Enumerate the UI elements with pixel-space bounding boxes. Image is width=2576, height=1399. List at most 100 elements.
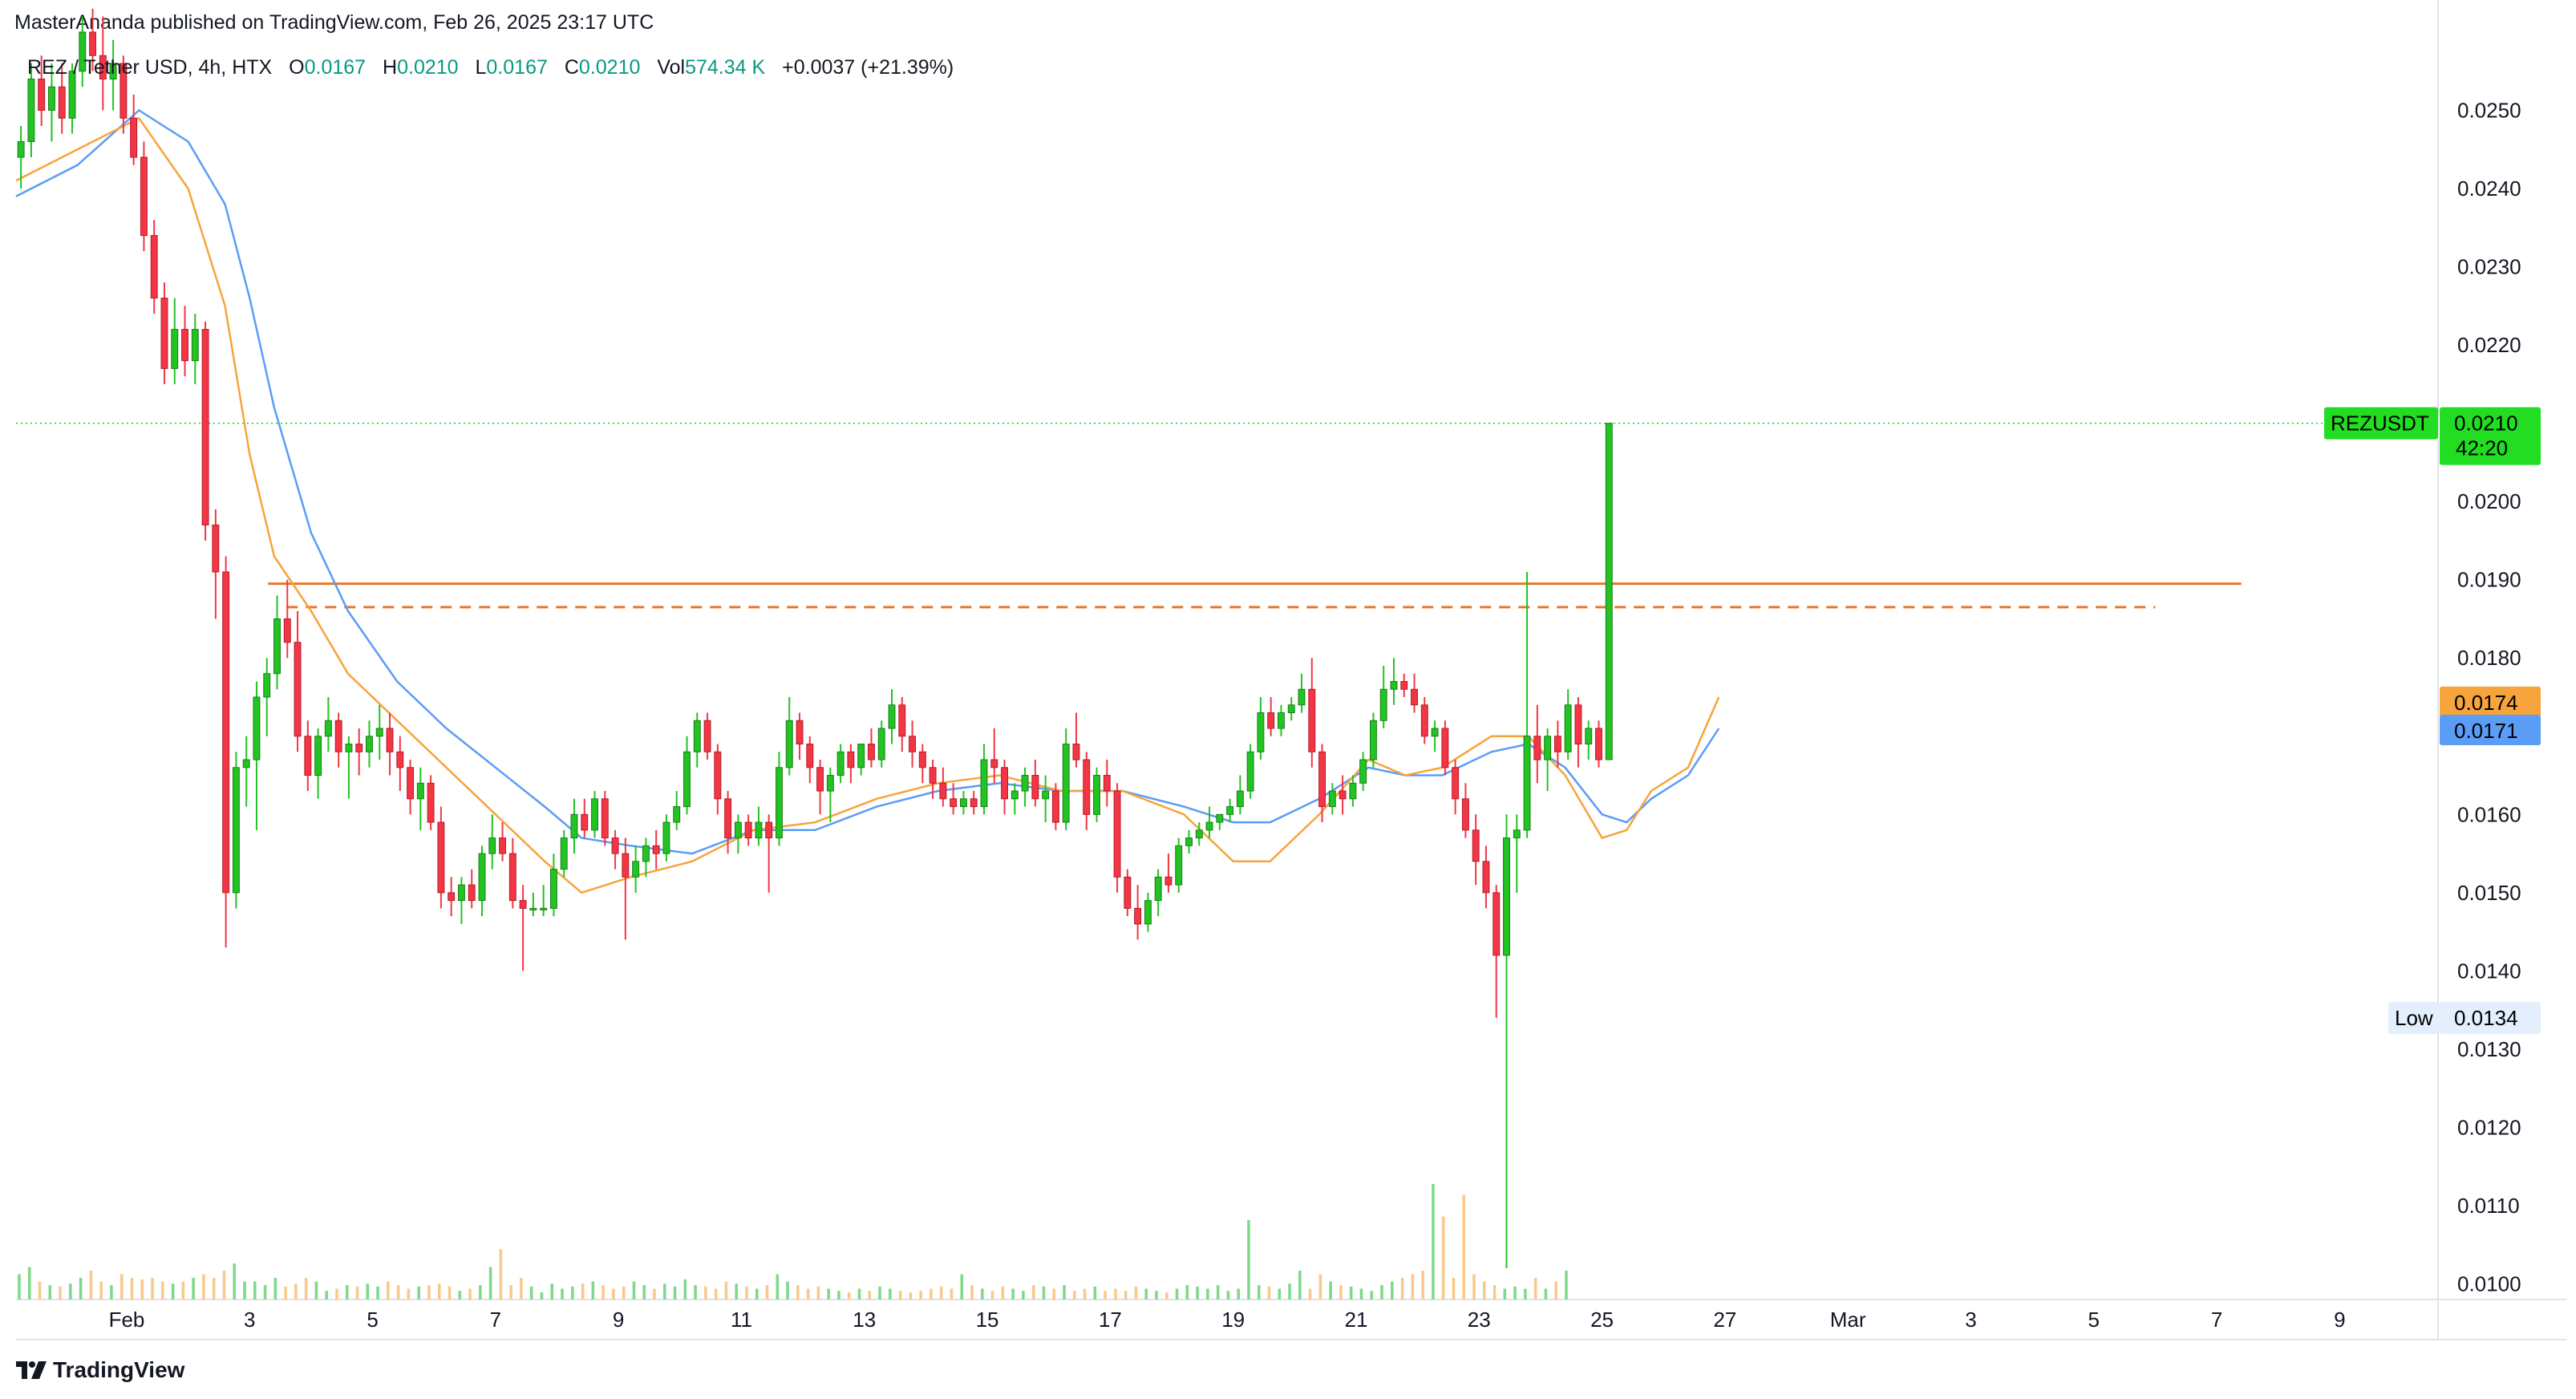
candle[interactable] bbox=[212, 509, 220, 619]
candle[interactable] bbox=[150, 220, 158, 314]
candle[interactable] bbox=[47, 63, 55, 142]
candle[interactable] bbox=[642, 837, 650, 878]
candle[interactable] bbox=[1144, 892, 1152, 932]
tradingview-brand[interactable]: TradingView bbox=[16, 1357, 184, 1383]
candle[interactable] bbox=[58, 63, 66, 134]
candle[interactable] bbox=[591, 791, 598, 838]
candle[interactable] bbox=[1001, 760, 1008, 815]
candle[interactable] bbox=[1595, 720, 1602, 768]
candle[interactable] bbox=[1093, 767, 1100, 823]
candle[interactable] bbox=[662, 814, 670, 862]
candle[interactable] bbox=[939, 767, 947, 807]
candle[interactable] bbox=[253, 681, 261, 830]
candle[interactable] bbox=[622, 837, 630, 940]
candle[interactable] bbox=[549, 854, 557, 917]
candle[interactable] bbox=[109, 39, 117, 111]
candle[interactable] bbox=[191, 314, 199, 384]
candle[interactable] bbox=[1431, 720, 1439, 752]
candle[interactable] bbox=[1205, 806, 1213, 838]
candle[interactable] bbox=[457, 877, 465, 924]
candle[interactable] bbox=[1287, 697, 1295, 721]
candle[interactable] bbox=[1461, 783, 1469, 838]
candle[interactable] bbox=[314, 728, 322, 799]
candle[interactable] bbox=[242, 736, 250, 807]
candle[interactable] bbox=[1482, 845, 1490, 909]
candle[interactable] bbox=[1072, 712, 1080, 768]
candle[interactable] bbox=[1452, 760, 1460, 815]
candle[interactable] bbox=[519, 885, 527, 971]
candle[interactable] bbox=[1605, 423, 1613, 760]
candle[interactable] bbox=[1103, 760, 1111, 807]
candle[interactable] bbox=[1195, 822, 1203, 846]
candle[interactable] bbox=[1493, 885, 1501, 1018]
candle[interactable] bbox=[909, 720, 917, 768]
candle[interactable] bbox=[386, 712, 394, 776]
candle[interactable] bbox=[38, 55, 46, 127]
candle[interactable] bbox=[877, 720, 885, 768]
candle[interactable] bbox=[1533, 704, 1541, 784]
candle[interactable] bbox=[1185, 829, 1193, 854]
candle[interactable] bbox=[283, 579, 291, 659]
candle[interactable] bbox=[1420, 697, 1428, 744]
candle[interactable] bbox=[1379, 666, 1387, 729]
candle[interactable] bbox=[529, 892, 537, 917]
candle[interactable] bbox=[601, 791, 609, 846]
candle[interactable] bbox=[17, 126, 25, 189]
candle[interactable] bbox=[416, 767, 424, 830]
candle[interactable] bbox=[1175, 837, 1183, 893]
candle[interactable] bbox=[1226, 798, 1234, 823]
candle[interactable] bbox=[847, 744, 855, 784]
candle[interactable] bbox=[140, 141, 148, 252]
candle[interactable] bbox=[1051, 783, 1059, 830]
candle[interactable] bbox=[867, 728, 875, 768]
candle[interactable] bbox=[1441, 720, 1449, 776]
candle[interactable] bbox=[1553, 720, 1561, 768]
candle[interactable] bbox=[816, 760, 824, 815]
candle[interactable] bbox=[693, 712, 701, 768]
candle[interactable] bbox=[1564, 689, 1572, 760]
candle[interactable] bbox=[68, 63, 76, 134]
candle[interactable] bbox=[744, 814, 752, 846]
candle[interactable] bbox=[714, 744, 722, 815]
candle[interactable] bbox=[1031, 760, 1039, 807]
candle[interactable] bbox=[171, 298, 179, 384]
candle[interactable] bbox=[560, 829, 568, 878]
candle[interactable] bbox=[540, 885, 548, 917]
candle[interactable] bbox=[488, 814, 496, 870]
candle[interactable] bbox=[1062, 728, 1070, 830]
candle[interactable] bbox=[570, 798, 578, 854]
candle[interactable] bbox=[990, 728, 998, 784]
candle[interactable] bbox=[304, 720, 312, 792]
candle[interactable] bbox=[273, 595, 281, 690]
candle[interactable] bbox=[79, 16, 87, 87]
candle[interactable] bbox=[1277, 704, 1285, 736]
candle[interactable] bbox=[1154, 869, 1162, 917]
candle[interactable] bbox=[673, 791, 681, 830]
candle[interactable] bbox=[950, 783, 958, 815]
candle[interactable] bbox=[1083, 752, 1091, 830]
candle[interactable] bbox=[1585, 720, 1593, 760]
candle[interactable] bbox=[355, 728, 363, 776]
candle[interactable] bbox=[1318, 744, 1326, 823]
candle[interactable] bbox=[970, 791, 978, 815]
candle[interactable] bbox=[396, 736, 404, 792]
candle[interactable] bbox=[334, 712, 342, 768]
candle[interactable] bbox=[898, 697, 906, 752]
candle[interactable] bbox=[181, 306, 188, 377]
candle[interactable] bbox=[1544, 728, 1552, 792]
candle[interactable] bbox=[611, 829, 619, 870]
candle[interactable] bbox=[826, 767, 834, 823]
candle[interactable] bbox=[683, 736, 691, 815]
candle[interactable] bbox=[1216, 813, 1224, 830]
candle[interactable] bbox=[1411, 673, 1418, 713]
candle[interactable] bbox=[765, 814, 773, 893]
candle[interactable] bbox=[89, 8, 97, 71]
candle[interactable] bbox=[99, 16, 107, 111]
candle[interactable] bbox=[1503, 814, 1510, 1268]
candle[interactable] bbox=[1513, 814, 1521, 893]
candle[interactable] bbox=[437, 806, 445, 909]
candle[interactable] bbox=[796, 712, 804, 760]
candle[interactable] bbox=[1390, 658, 1398, 705]
candle[interactable] bbox=[1134, 885, 1142, 940]
